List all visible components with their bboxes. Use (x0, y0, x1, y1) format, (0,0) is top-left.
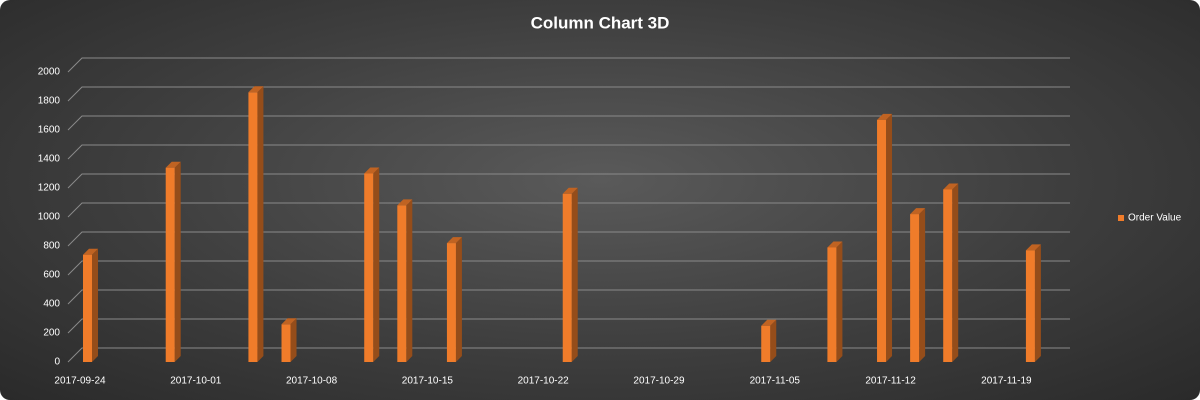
bar-top (281, 318, 297, 325)
bar-top (446, 237, 462, 244)
bar-top (165, 161, 181, 168)
grid-line (67, 144, 1070, 160)
grid-line (67, 260, 1070, 276)
bar-top (83, 248, 98, 255)
grid-line (67, 347, 1070, 363)
grid-line (67, 173, 1070, 189)
bar (397, 205, 407, 362)
bar (281, 324, 291, 362)
x-tick-label: 2017-09-24 (54, 376, 106, 387)
x-tick-label: 2017-11-12 (865, 376, 916, 387)
y-tick-label: 1000 (38, 212, 61, 223)
bar-top (397, 199, 413, 206)
x-tick-label: 2017-11-05 (750, 376, 801, 387)
bar (446, 243, 456, 362)
y-tick-label: 1200 (38, 183, 61, 194)
y-tick-label: 200 (43, 328, 60, 339)
legend-swatch (1118, 215, 1124, 221)
bar-side (174, 161, 181, 362)
grid-line (67, 289, 1070, 305)
bar (910, 214, 920, 362)
bar-side (290, 318, 297, 362)
x-tick-label: 2017-10-22 (518, 376, 570, 387)
bar (83, 254, 92, 362)
bar (248, 92, 258, 363)
y-tick-label: 1400 (38, 154, 61, 165)
bar (562, 193, 572, 362)
y-tick-label: 600 (43, 270, 60, 281)
bar-side (92, 248, 98, 362)
bar (877, 119, 887, 362)
bar-side (571, 187, 578, 362)
bar (1025, 250, 1035, 362)
bar-top (364, 167, 380, 174)
bar-side (952, 183, 959, 362)
y-tick-label: 800 (43, 241, 60, 252)
bar-side (836, 241, 843, 362)
bar-side (1034, 244, 1041, 362)
bar-top (877, 113, 893, 120)
bar-side (919, 208, 926, 362)
bar-side (373, 167, 380, 362)
bar (827, 247, 837, 362)
bar-side (406, 199, 413, 362)
x-tick-label: 2017-11-19 (981, 376, 1032, 387)
bar-top (827, 241, 843, 248)
y-tick-label: 400 (43, 299, 60, 310)
bar-side (257, 86, 264, 363)
bar-side (455, 237, 462, 362)
bar-side (770, 319, 777, 362)
x-tick-label: 2017-10-01 (170, 376, 222, 387)
bar-top (1025, 244, 1041, 251)
x-tick-label: 2017-10-15 (402, 376, 454, 387)
grid-line (67, 202, 1070, 218)
y-tick-label: 1600 (38, 125, 61, 136)
bar (943, 189, 953, 362)
grid-line (67, 231, 1070, 247)
bar-top (910, 208, 926, 215)
bar (761, 325, 771, 362)
legend-label: Order Value (1128, 213, 1182, 224)
bar (165, 167, 175, 362)
y-tick-label: 1800 (38, 96, 61, 107)
x-tick-label: 2017-10-29 (633, 376, 685, 387)
bar-top (943, 183, 959, 190)
grid-line (67, 318, 1070, 334)
bar-top (248, 86, 264, 93)
grid-line (67, 86, 1070, 102)
bar-top (562, 187, 578, 194)
bar-top (761, 319, 777, 326)
grid-line (67, 115, 1070, 131)
bar-side (886, 113, 893, 362)
bar (364, 173, 374, 362)
x-tick-label: 2017-10-08 (286, 376, 338, 387)
y-tick-label: 0 (54, 357, 60, 368)
grid-line (67, 57, 1070, 73)
chart-title: Column Chart 3D (531, 13, 670, 32)
y-tick-label: 2000 (38, 67, 61, 78)
